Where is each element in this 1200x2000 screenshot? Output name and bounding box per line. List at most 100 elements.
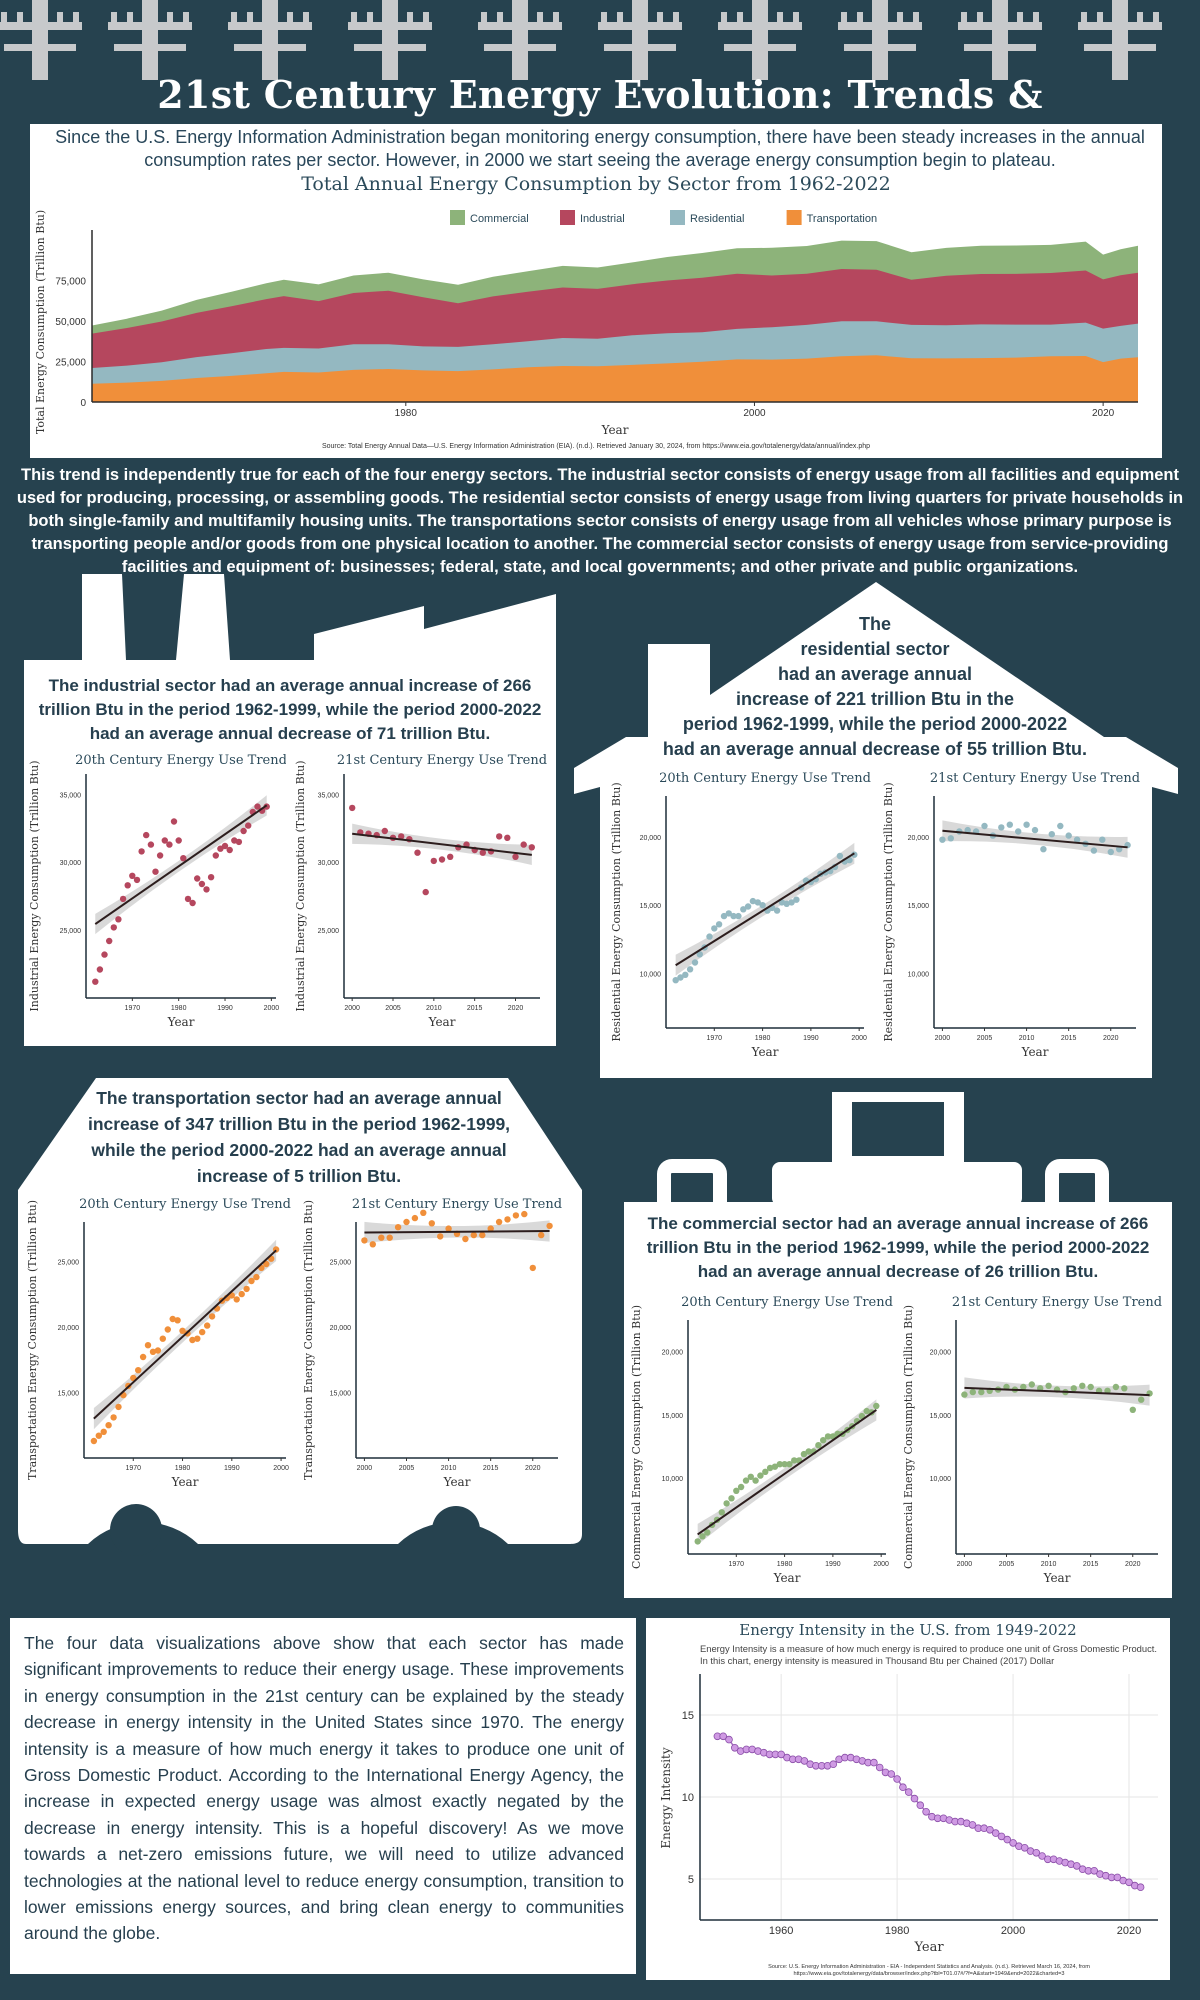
data-point (194, 1335, 201, 1342)
data-point (470, 1231, 477, 1239)
insulator-3-1 (367, 12, 373, 24)
data-point (184, 895, 192, 903)
data-point (824, 1433, 832, 1440)
conclusion-text: The four data visualizations above show … (24, 1633, 624, 1944)
data-point (735, 912, 742, 920)
crossarm-low-3 (354, 44, 426, 51)
y-tick-label: 35,000 (60, 792, 82, 799)
data-point (1057, 822, 1064, 830)
insulator-2-3 (303, 12, 309, 24)
crossarm-low-5 (604, 44, 676, 51)
data-point (430, 857, 437, 865)
chart-title: 21st Century Energy Use Trend (930, 771, 1140, 786)
chart-title: 21st Century Energy Use Trend (337, 753, 547, 768)
data-point (105, 1422, 112, 1429)
x-tick-label: 2000 (873, 1561, 889, 1568)
data-point (715, 921, 723, 928)
data-point (95, 1432, 103, 1439)
data-point (706, 933, 713, 940)
data-point (462, 1235, 469, 1243)
data-point (723, 1500, 730, 1507)
vehicle-shape (18, 1078, 582, 1556)
x-tick-label: 1970 (729, 1561, 745, 1568)
transportation-20th-chart: 20th Century Energy Use Trend 15,000 20,00… (26, 1197, 291, 1489)
data-point (711, 925, 718, 932)
data-point (479, 1231, 486, 1239)
data-point (180, 855, 187, 862)
data-point (781, 1461, 788, 1468)
x-tick-label: 2010 (441, 1465, 457, 1472)
power-lines-decoration (0, 0, 1162, 80)
data-point (873, 1402, 880, 1410)
data-point (428, 1220, 435, 1227)
insulator-4-1 (497, 12, 503, 24)
data-point (875, 1763, 884, 1772)
pole-3 (382, 0, 398, 80)
data-point (725, 910, 732, 917)
x-axis-label: Year (601, 423, 629, 437)
data-point (788, 899, 795, 906)
x-tick-label: 2005 (385, 1005, 401, 1012)
data-point (124, 882, 131, 889)
chart-title: 21st Century Energy Use Trend (352, 1197, 562, 1212)
data-point (968, 1821, 977, 1829)
x-axis-label: Year (913, 1940, 944, 1955)
data-point (1006, 821, 1013, 828)
legend-swatch-residential (670, 210, 685, 225)
intensity-title: Energy Intensity in the U.S. from 1949-2… (739, 1621, 1076, 1639)
data-point (1121, 1385, 1128, 1392)
x-tick-label: 2020 (1117, 1925, 1141, 1937)
data-point (730, 912, 737, 920)
y-axis-label: Industrial Energy Consumption (Trillion … (28, 760, 41, 1011)
y-axis-label: Commercial Energy Consumption (Trillion … (902, 1305, 915, 1569)
data-point (791, 1457, 798, 1464)
trend-line (675, 852, 855, 967)
y-tick-label: 5 (688, 1874, 694, 1886)
data-point (156, 852, 164, 859)
data-point (939, 836, 946, 843)
industrial-summary: The industrial sector had an average ann… (38, 676, 542, 743)
commercial-20th-chart: 20th Century Energy Use Trend 10,000 15,00… (630, 1295, 893, 1585)
data-point (386, 1234, 393, 1241)
data-point (235, 838, 243, 846)
source-note: Source: Total Energy Annual Data—U.S. En… (322, 443, 870, 450)
data-point (754, 899, 761, 906)
insulator-9-1 (1097, 12, 1103, 24)
insulator-7-1 (857, 12, 863, 24)
insulator-2-0 (231, 12, 237, 24)
data-point (986, 1826, 994, 1834)
data-point (1031, 826, 1039, 834)
data-point (179, 1327, 186, 1334)
x-tick-label: 2000 (1001, 1925, 1025, 1937)
data-point (815, 1442, 822, 1449)
data-point (961, 1391, 968, 1398)
x-tick-label: 2020 (1125, 1561, 1141, 1568)
pole-4 (512, 0, 528, 80)
data-point (403, 1218, 410, 1226)
residential-line5: period 1962-1999, while the period 2000-… (682, 714, 1068, 734)
data-point (1045, 1382, 1052, 1389)
y-tick-label: 10,000 (662, 1476, 684, 1483)
y-tick-label: 30,000 (318, 860, 340, 867)
pole-8 (992, 0, 1008, 80)
x-axis-label: Year (751, 1045, 779, 1059)
data-point (96, 966, 104, 973)
insulator-7-2 (897, 12, 903, 24)
insulator-6-1 (737, 12, 743, 24)
data-point (777, 1750, 786, 1759)
legend-swatch-commercial (450, 210, 465, 225)
data-point (520, 841, 527, 848)
trend-line (94, 804, 268, 925)
data-point (899, 1783, 907, 1792)
trend-line (964, 1386, 1150, 1397)
data-point (728, 1495, 735, 1502)
data-point (1048, 831, 1055, 838)
data-point (1079, 1382, 1086, 1389)
x-tick-label: 1980 (777, 1561, 793, 1568)
y-tick-label: 15 (682, 1710, 694, 1722)
x-tick-label: 1990 (803, 1035, 819, 1042)
x-tick-label: 2020 (1092, 408, 1115, 419)
data-point (411, 1214, 419, 1222)
data-point (106, 937, 113, 945)
x-tick-label: 1980 (755, 1035, 771, 1042)
